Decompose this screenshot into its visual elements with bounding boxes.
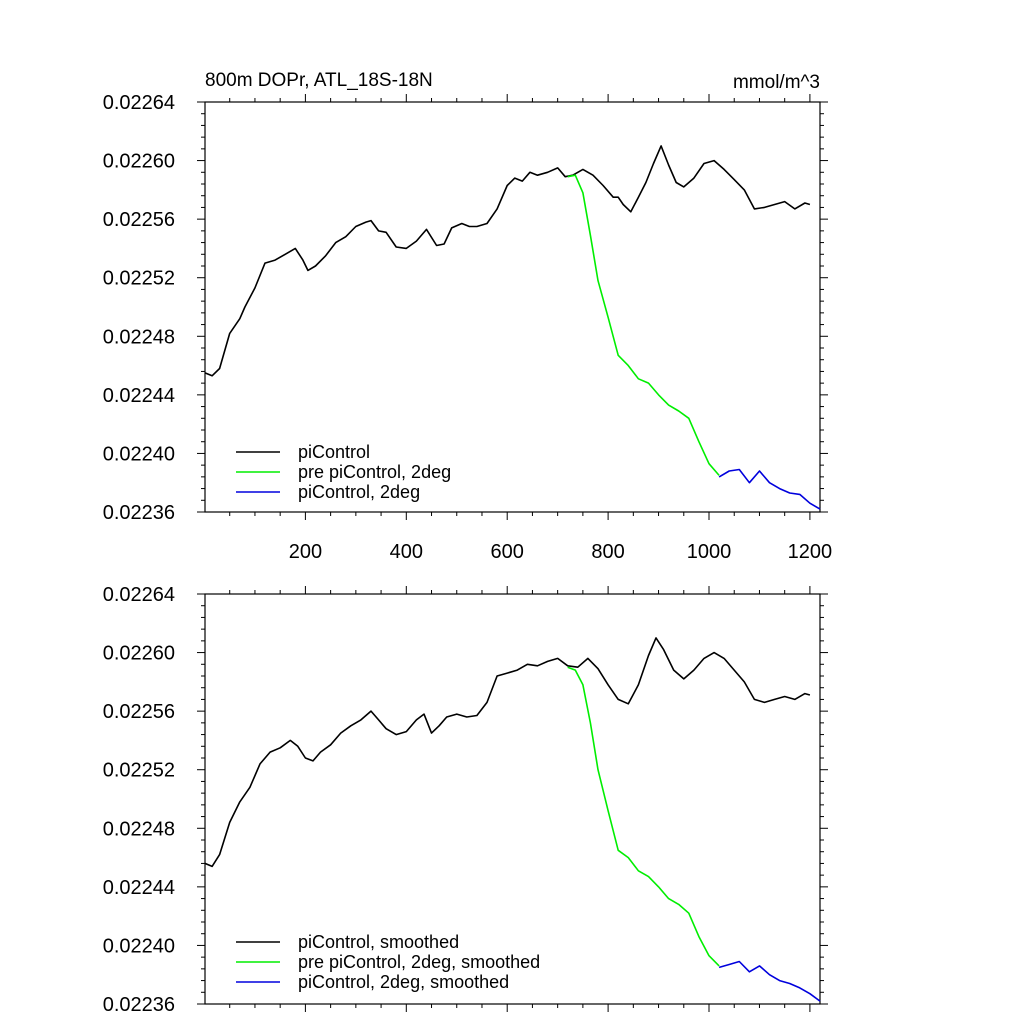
y-tick-label: 0.02252: [103, 268, 175, 290]
legend-entry: piControl, smoothed: [298, 932, 459, 952]
legend-entry: pre piControl, 2deg, smoothed: [298, 952, 540, 972]
legend-entry: pre piControl, 2deg: [298, 462, 451, 482]
legend-entry: piControl: [298, 442, 370, 462]
legend-entry: piControl, 2deg: [298, 482, 420, 502]
series-line-1: [567, 666, 720, 967]
x-tick-label: 400: [390, 541, 423, 563]
top-panel: 200 400 600 800 1000 1200 0.02236 0.02240 0.0224…: [103, 70, 832, 563]
y-tick-label: 0.02248: [103, 818, 175, 840]
series-line-0: [204, 145, 811, 377]
plot-frame: [204, 593, 821, 1005]
x-tick-label: 1000: [687, 541, 732, 563]
units-label: mmol/m^3: [733, 72, 820, 93]
series-line-2: [718, 468, 821, 510]
x-tick-label: 800: [591, 541, 624, 563]
series-line-0: [204, 637, 811, 868]
y-tick-label: 0.02264: [103, 584, 175, 606]
y-tick-label: 0.02244: [103, 385, 175, 407]
y-tick-label: 0.02240: [103, 935, 175, 957]
y-tick-label: 0.02264: [103, 92, 175, 114]
bottom-panel: 0.02236 0.02240 0.02244 0.02248 0.02252 0.022…: [103, 584, 828, 1016]
y-tick-label: 0.02252: [103, 760, 175, 782]
y-tick-label: 0.02240: [103, 443, 175, 465]
y-tick-label: 0.02256: [103, 209, 175, 231]
series-line-2: [718, 960, 821, 1002]
chart-title: 800m DOPr, ATL_18S-18N: [205, 70, 433, 91]
x-tick-label: 600: [491, 541, 524, 563]
y-tick-label: 0.02256: [103, 701, 175, 723]
series-line-1: [567, 174, 720, 476]
y-tick-label: 0.02236: [103, 502, 175, 524]
y-tick-label: 0.02244: [103, 877, 175, 899]
legend-entry: piControl, 2deg, smoothed: [298, 972, 509, 992]
y-tick-label: 0.02236: [103, 994, 175, 1016]
y-tick-label: 0.02248: [103, 326, 175, 348]
plot-frame: [204, 101, 821, 513]
y-tick-label: 0.02260: [103, 643, 175, 665]
x-tick-label: 1200: [788, 541, 833, 563]
y-tick-label: 0.02260: [103, 151, 175, 173]
x-tick-label: 200: [289, 541, 322, 563]
